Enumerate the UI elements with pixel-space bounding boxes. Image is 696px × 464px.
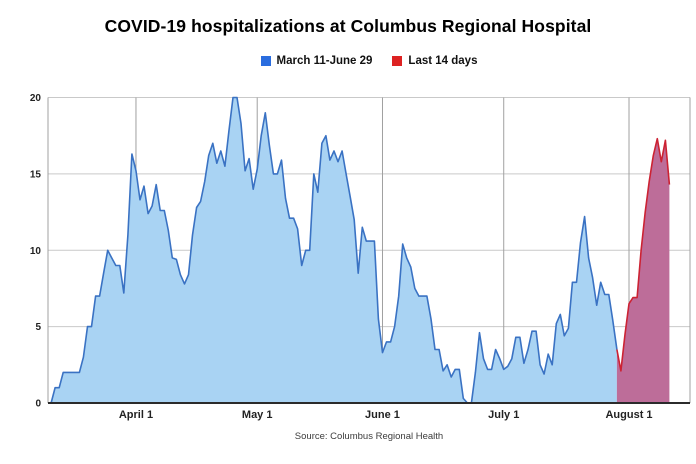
y-tick-label: 5 <box>35 322 41 333</box>
x-tick-label: June 1 <box>365 409 400 421</box>
y-tick-label: 0 <box>35 399 41 410</box>
legend-item-march-june: March 11-June 29 <box>260 55 373 67</box>
x-tick-label: May 1 <box>242 409 273 421</box>
series-line-last-14-days <box>616 137 671 372</box>
hospitalizations-area-chart: 0 5 10 15 20 April 1 May 1 June 1 July 1 August 1 <box>30 93 691 421</box>
y-tick-label: 15 <box>30 169 42 180</box>
legend-label-last-14-days: Last 14 days <box>408 55 478 67</box>
series-line-march-june <box>50 96 618 404</box>
page-title: COVID-19 hospitalizations at Columbus Re… <box>104 16 592 36</box>
source-attribution: Source: Columbus Regional Health <box>294 431 444 442</box>
x-tick-label: July 1 <box>488 409 519 421</box>
series-area-last-14-days <box>616 138 670 403</box>
series-area-march-june <box>51 97 617 403</box>
x-tick-label: August 1 <box>605 409 652 421</box>
legend-swatch-blue-icon <box>260 56 271 66</box>
y-tick-label: 10 <box>30 246 42 257</box>
legend-item-last-14-days: Last 14 days <box>392 55 477 67</box>
legend-label-march-june: March 11-June 29 <box>276 55 373 67</box>
x-tick-label: April 1 <box>119 409 153 421</box>
chart-legend: March 11-June 29 Last 14 days <box>48 55 690 67</box>
y-tick-label: 20 <box>30 93 42 104</box>
legend-swatch-red-icon <box>392 56 403 66</box>
